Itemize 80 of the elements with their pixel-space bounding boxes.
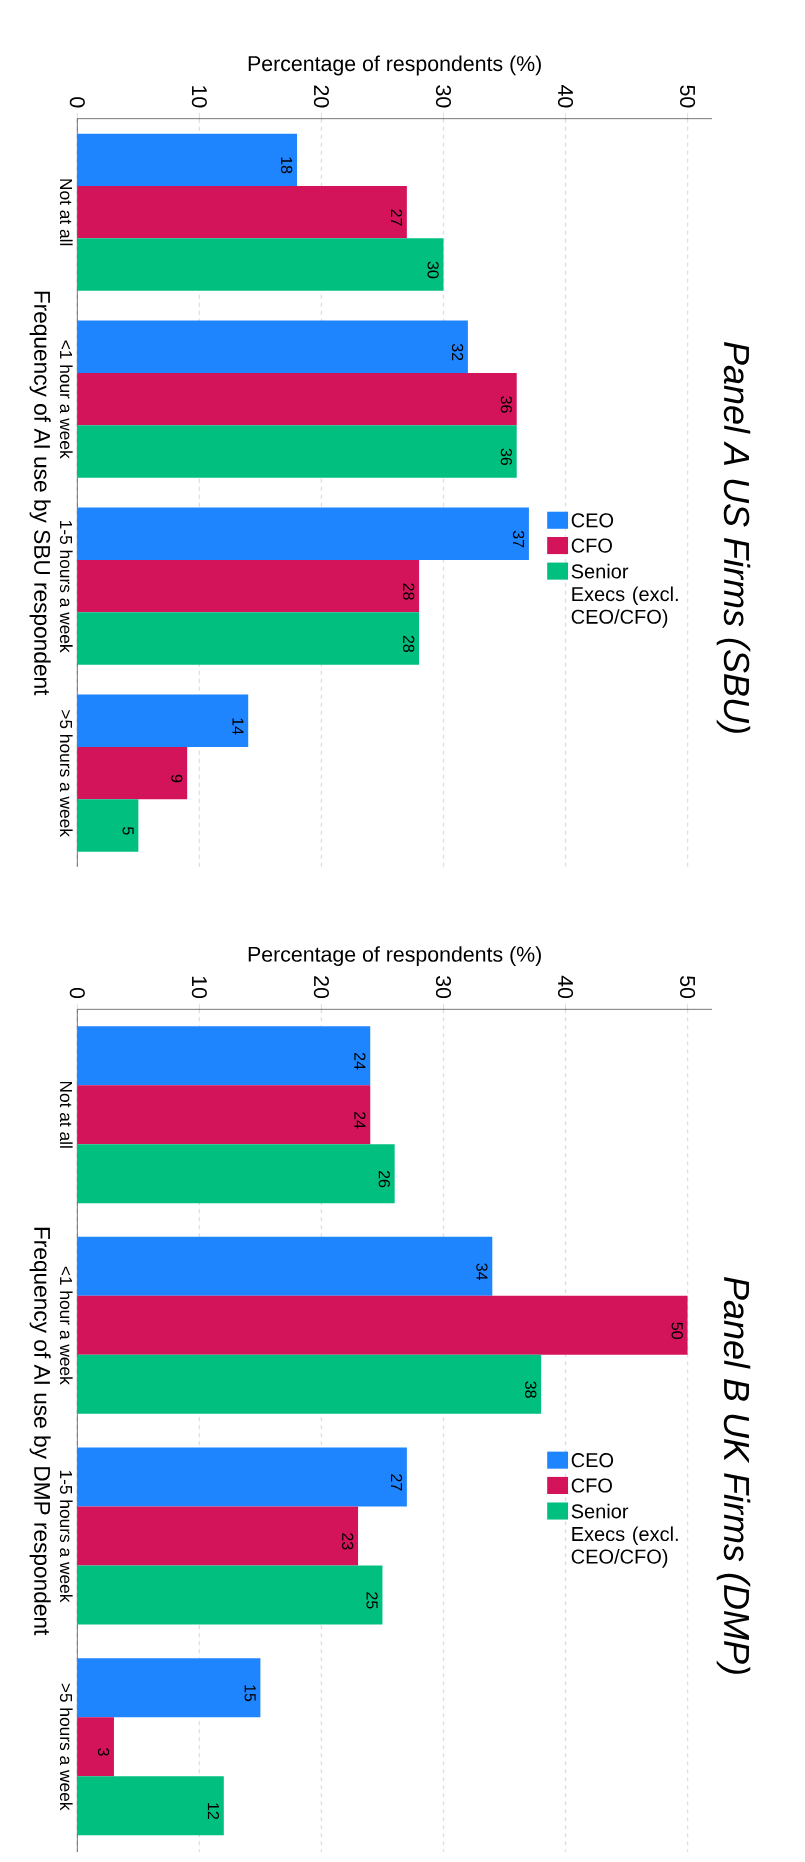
- data-label: 36: [500, 448, 512, 466]
- text: Panel B UK Firms (DMP): [716, 1277, 751, 1674]
- bar: [77, 694, 249, 747]
- y-axis-title: Frequency of AI use by DMP respondent: [29, 1227, 51, 1636]
- data-label: 30: [427, 261, 439, 279]
- legend-label: CEO: [571, 1453, 614, 1468]
- x-axis-title: Percentage of respondents (%): [248, 55, 541, 76]
- x-tick-label: 30: [435, 85, 452, 108]
- bar: [77, 238, 444, 291]
- y-axis-title: Frequency of AI use by SBU respondent: [29, 291, 51, 696]
- data-label: 24: [354, 1052, 366, 1070]
- x-axis-title: Percentage of respondents (%): [248, 946, 541, 967]
- bar: [77, 612, 420, 665]
- data-label: 18: [280, 157, 293, 174]
- y-tick-label: <1 hour a week: [59, 1266, 73, 1385]
- bar: [77, 320, 468, 373]
- data-label: 50: [671, 1322, 683, 1339]
- bar: [77, 1447, 407, 1507]
- x-tick-label: 20: [313, 976, 329, 999]
- data-label: 28: [403, 583, 415, 600]
- bar: [77, 746, 188, 800]
- data-label: 12: [207, 1803, 220, 1820]
- y-tick-label: 1-5 hours a week: [59, 521, 73, 653]
- data-label: 5: [122, 827, 134, 835]
- x-tick-label: 40: [557, 975, 574, 999]
- bar: [77, 507, 529, 560]
- y-tick-label: Not at all: [59, 1081, 73, 1148]
- y-tick-label: >5 hours a week: [59, 1683, 73, 1811]
- data-label: 3: [97, 1748, 110, 1756]
- x-tick-label: 50: [680, 85, 696, 108]
- bar: [77, 425, 517, 478]
- bar: [77, 1776, 224, 1836]
- data-label: 27: [390, 1474, 403, 1491]
- bar: [77, 1717, 114, 1777]
- data-label: 37: [512, 530, 525, 548]
- data-label: 14: [232, 718, 244, 735]
- bar: [77, 1565, 383, 1625]
- data-label: 28: [403, 635, 415, 653]
- x-tick-label: 50: [680, 976, 696, 999]
- bar: [77, 185, 407, 239]
- data-label: 38: [525, 1381, 537, 1398]
- bar: [77, 1295, 688, 1355]
- bar: [77, 372, 517, 426]
- bar: [77, 1236, 493, 1296]
- x-tick-label: 30: [435, 976, 452, 999]
- x-tick-label: 40: [557, 85, 574, 108]
- bar: [77, 1085, 371, 1145]
- bar: [77, 133, 298, 186]
- data-label: 25: [366, 1592, 378, 1609]
- legend-label: CFO: [571, 538, 612, 553]
- data-label: 27: [390, 209, 403, 226]
- x-tick-label: 10: [191, 976, 207, 999]
- x-tick-label: 20: [313, 85, 329, 108]
- bar: [77, 1506, 359, 1566]
- text: Panel A US Firms (SBU): [716, 342, 751, 733]
- data-label: 34: [476, 1263, 488, 1281]
- legend-label: CFO: [571, 1478, 612, 1493]
- data-label: 15: [244, 1685, 256, 1702]
- x-tick-label: 10: [191, 86, 207, 108]
- x-tick-label: 0: [69, 987, 85, 999]
- y-tick-label: <1 hour a week: [59, 340, 73, 459]
- bar: [77, 1658, 261, 1718]
- bar: [77, 559, 420, 613]
- legend-label: Senior Execs (excl. CEO/CFO): [571, 563, 678, 628]
- legend-label: Senior Execs (excl. CEO/CFO): [571, 1503, 678, 1568]
- data-label: 32: [451, 343, 464, 361]
- bar: [77, 1026, 371, 1086]
- legend-label: CEO: [571, 513, 614, 528]
- bar: [77, 1144, 395, 1204]
- y-tick-label: Not at all: [59, 179, 73, 246]
- data-label: 24: [354, 1111, 366, 1129]
- data-label: 9: [171, 774, 183, 783]
- y-tick-label: >5 hours a week: [59, 710, 73, 837]
- data-label: 23: [342, 1533, 354, 1550]
- y-tick-label: 1-5 hours a week: [59, 1470, 73, 1603]
- x-tick-label: 0: [69, 97, 85, 108]
- data-label: 36: [500, 396, 512, 413]
- bar: [77, 1354, 542, 1414]
- data-label: 26: [378, 1170, 390, 1188]
- bar: [77, 799, 139, 852]
